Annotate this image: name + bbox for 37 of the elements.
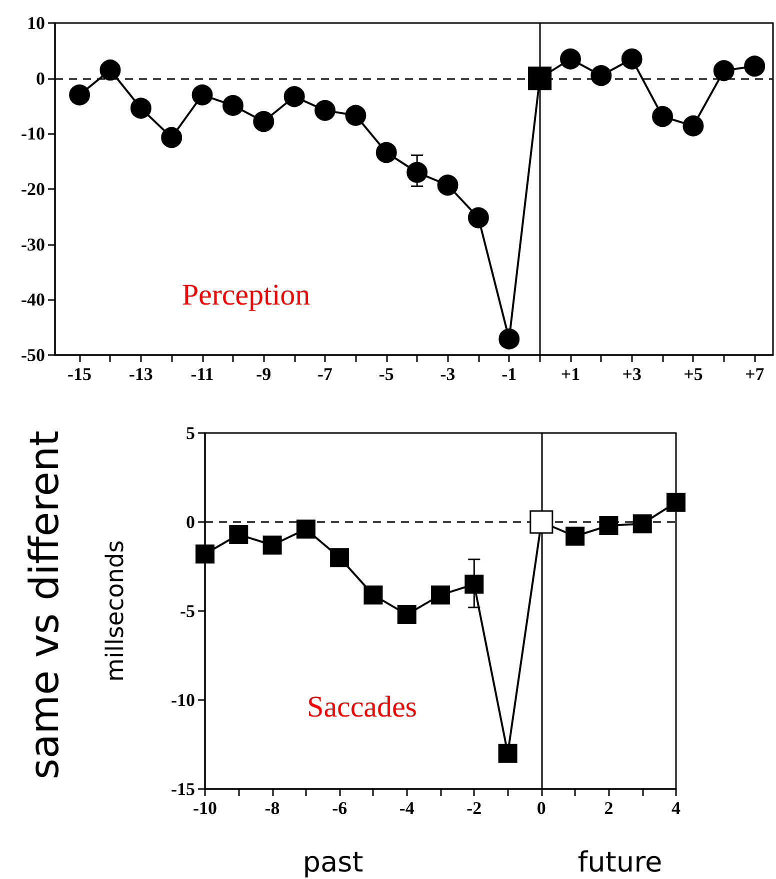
x-tick-label: 0 — [536, 798, 546, 818]
x-tick-label: -3 — [440, 364, 456, 384]
x-tick-label: -1 — [502, 364, 517, 384]
x-tick-label: -4 — [399, 798, 414, 818]
x-tick-label: -9 — [256, 364, 272, 384]
x-tick-label: +5 — [684, 364, 703, 384]
y-tick-label: -15 — [171, 779, 195, 799]
y-tick-label: 5 — [186, 423, 195, 443]
y-tick-label: -50 — [21, 345, 45, 365]
x-tick-label: 2 — [604, 798, 614, 818]
text: future — [578, 846, 662, 878]
annotation: Perception — [182, 278, 310, 312]
x-tick-label: -13 — [128, 364, 153, 384]
x-tick-label: 4 — [672, 798, 680, 818]
x-tick-label: -6 — [332, 798, 348, 818]
y-tick-label: 0 — [186, 512, 195, 532]
y-axis-title: millseconds — [101, 540, 129, 682]
x-tick-label: -5 — [378, 364, 394, 384]
x-tick-label: +3 — [622, 364, 642, 384]
x-tick-label: -15 — [68, 364, 92, 384]
y-tick-label: -5 — [180, 601, 195, 621]
x-tick-label: -8 — [264, 798, 280, 818]
y-tick-label: -10 — [171, 690, 195, 710]
y-tick-label: -20 — [21, 179, 45, 199]
x-tick-label: +1 — [560, 364, 580, 384]
y-tick-label: 10 — [27, 13, 45, 33]
y-tick-label: -10 — [21, 124, 45, 144]
x-tick-label: +7 — [744, 364, 764, 384]
x-tick-label: -2 — [466, 798, 482, 818]
x-tick-label: -7 — [318, 364, 333, 384]
text: past — [302, 846, 364, 878]
x-tick-label: -11 — [190, 364, 214, 384]
annotation: Saccades — [307, 690, 417, 724]
y-tick-label: 0 — [36, 68, 45, 88]
text: same vs different — [22, 430, 68, 780]
y-tick-label: -30 — [21, 234, 45, 254]
y-tick-label: -40 — [21, 290, 45, 310]
